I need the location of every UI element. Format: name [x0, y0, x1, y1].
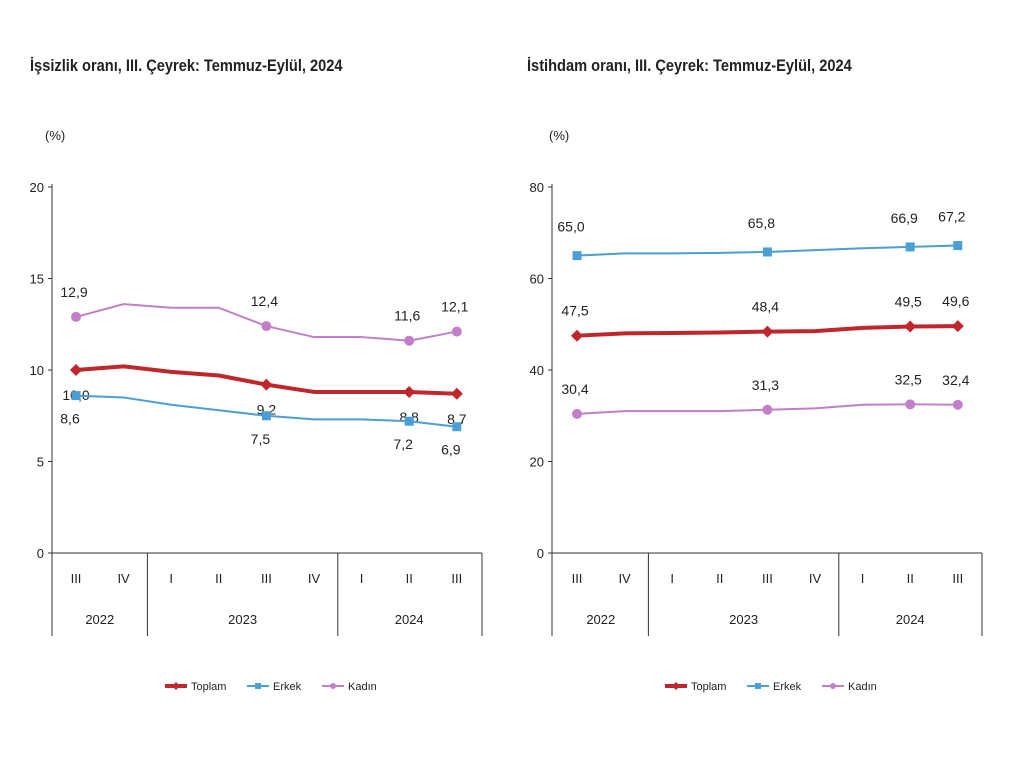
legend-marker: [672, 682, 680, 690]
data-point-marker: [761, 325, 774, 338]
data-label: 32,5: [895, 371, 922, 387]
year-label: 2023: [228, 612, 257, 627]
x-tick-label: III: [451, 571, 462, 586]
data-point-marker: [450, 387, 463, 400]
legend-label: Kadın: [348, 681, 377, 693]
y-tick-label: 60: [530, 272, 544, 287]
data-label: 6,9: [441, 442, 461, 458]
data-point-marker: [260, 378, 273, 391]
data-label: 9,2: [257, 402, 277, 418]
year-label: 2022: [586, 612, 615, 627]
legend-label: Erkek: [773, 681, 802, 693]
legend-label: Erkek: [273, 681, 302, 693]
data-point-marker: [571, 329, 583, 342]
data-point-marker: [762, 404, 773, 415]
data-label: 65,0: [557, 219, 584, 235]
data-point-marker: [71, 391, 81, 401]
data-point-marker: [951, 320, 964, 333]
data-label: 67,2: [938, 209, 965, 225]
y-tick-label: 0: [537, 546, 544, 561]
y-tick-label: 20: [530, 455, 544, 470]
data-point-marker: [904, 320, 917, 333]
x-tick-label: IV: [117, 571, 130, 586]
data-label: 8,7: [447, 411, 467, 427]
legend-marker: [330, 683, 336, 689]
year-label: 2022: [85, 612, 114, 627]
data-point-marker: [261, 411, 271, 421]
y-tick-label: 0: [37, 546, 44, 561]
y-tick-label: 5: [37, 455, 44, 470]
data-point-marker: [404, 335, 415, 346]
data-label: 7,5: [251, 431, 271, 447]
data-point-marker: [404, 416, 414, 426]
x-tick-label: II: [907, 571, 914, 586]
x-tick-label: I: [169, 571, 173, 586]
data-label: 12,4: [251, 293, 278, 309]
data-label: 49,6: [942, 293, 969, 309]
data-label: 31,3: [752, 377, 779, 393]
y-tick-label: 40: [530, 363, 544, 378]
data-point-marker: [261, 321, 272, 332]
data-label: 66,9: [891, 210, 918, 226]
data-point-marker: [572, 251, 582, 261]
y-tick-label: 20: [30, 180, 44, 195]
x-tick-label: II: [215, 571, 222, 586]
year-label: 2023: [729, 612, 758, 627]
x-tick-label: III: [572, 571, 583, 586]
data-point-marker: [905, 242, 915, 252]
x-tick-label: III: [71, 571, 82, 586]
data-label: 30,4: [561, 381, 588, 397]
data-point-marker: [953, 241, 963, 251]
data-label: 8,6: [60, 411, 80, 427]
chart-title-unemployment: İşsizlik oranı, III. Çeyrek: Temmuz-Eylü…: [30, 56, 343, 75]
data-label: 65,8: [748, 215, 775, 231]
data-point-marker: [952, 399, 963, 410]
unit-label-unemployment: (%): [45, 128, 66, 143]
legend-label: Toplam: [691, 681, 726, 693]
legend-label: Toplam: [191, 681, 226, 693]
unit-label-employment: (%): [549, 128, 570, 143]
data-point-marker: [905, 399, 916, 410]
data-label: 12,9: [60, 284, 87, 300]
year-label: 2024: [395, 612, 424, 627]
legend-marker: [755, 683, 761, 689]
data-label: 48,4: [752, 299, 779, 315]
data-point-marker: [403, 385, 416, 398]
data-label: 47,5: [561, 303, 588, 319]
data-point-marker: [451, 326, 462, 337]
data-label: 11,6: [394, 308, 420, 324]
x-tick-label: IV: [809, 571, 822, 586]
x-tick-label: IV: [308, 571, 321, 586]
x-tick-label: I: [670, 571, 674, 586]
data-point-marker: [572, 408, 582, 419]
x-tick-label: I: [861, 571, 865, 586]
x-tick-label: II: [406, 571, 413, 586]
data-label: 7,2: [393, 436, 413, 452]
y-tick-label: 10: [30, 363, 44, 378]
legend-marker: [255, 683, 261, 689]
y-tick-label: 80: [530, 180, 544, 195]
legend-label: Kadın: [848, 681, 877, 693]
data-label: 32,4: [942, 372, 969, 388]
x-tick-label: III: [261, 571, 272, 586]
data-point-marker: [70, 364, 82, 376]
data-point-marker: [71, 311, 81, 322]
x-tick-label: IV: [618, 571, 631, 586]
legend-marker: [830, 683, 836, 689]
x-tick-label: III: [762, 571, 773, 586]
data-point-marker: [452, 422, 462, 432]
y-tick-label: 15: [30, 272, 44, 287]
data-label: 49,5: [895, 294, 922, 310]
x-tick-label: I: [360, 571, 364, 586]
x-tick-label: II: [716, 571, 723, 586]
x-tick-label: III: [952, 571, 963, 586]
data-point-marker: [762, 247, 772, 257]
data-label: 12,1: [441, 299, 468, 315]
chart-title-employment: İstihdam oranı, III. Çeyrek: Temmuz-Eylü…: [527, 56, 852, 75]
legend-marker: [172, 682, 180, 690]
year-label: 2024: [896, 612, 925, 627]
